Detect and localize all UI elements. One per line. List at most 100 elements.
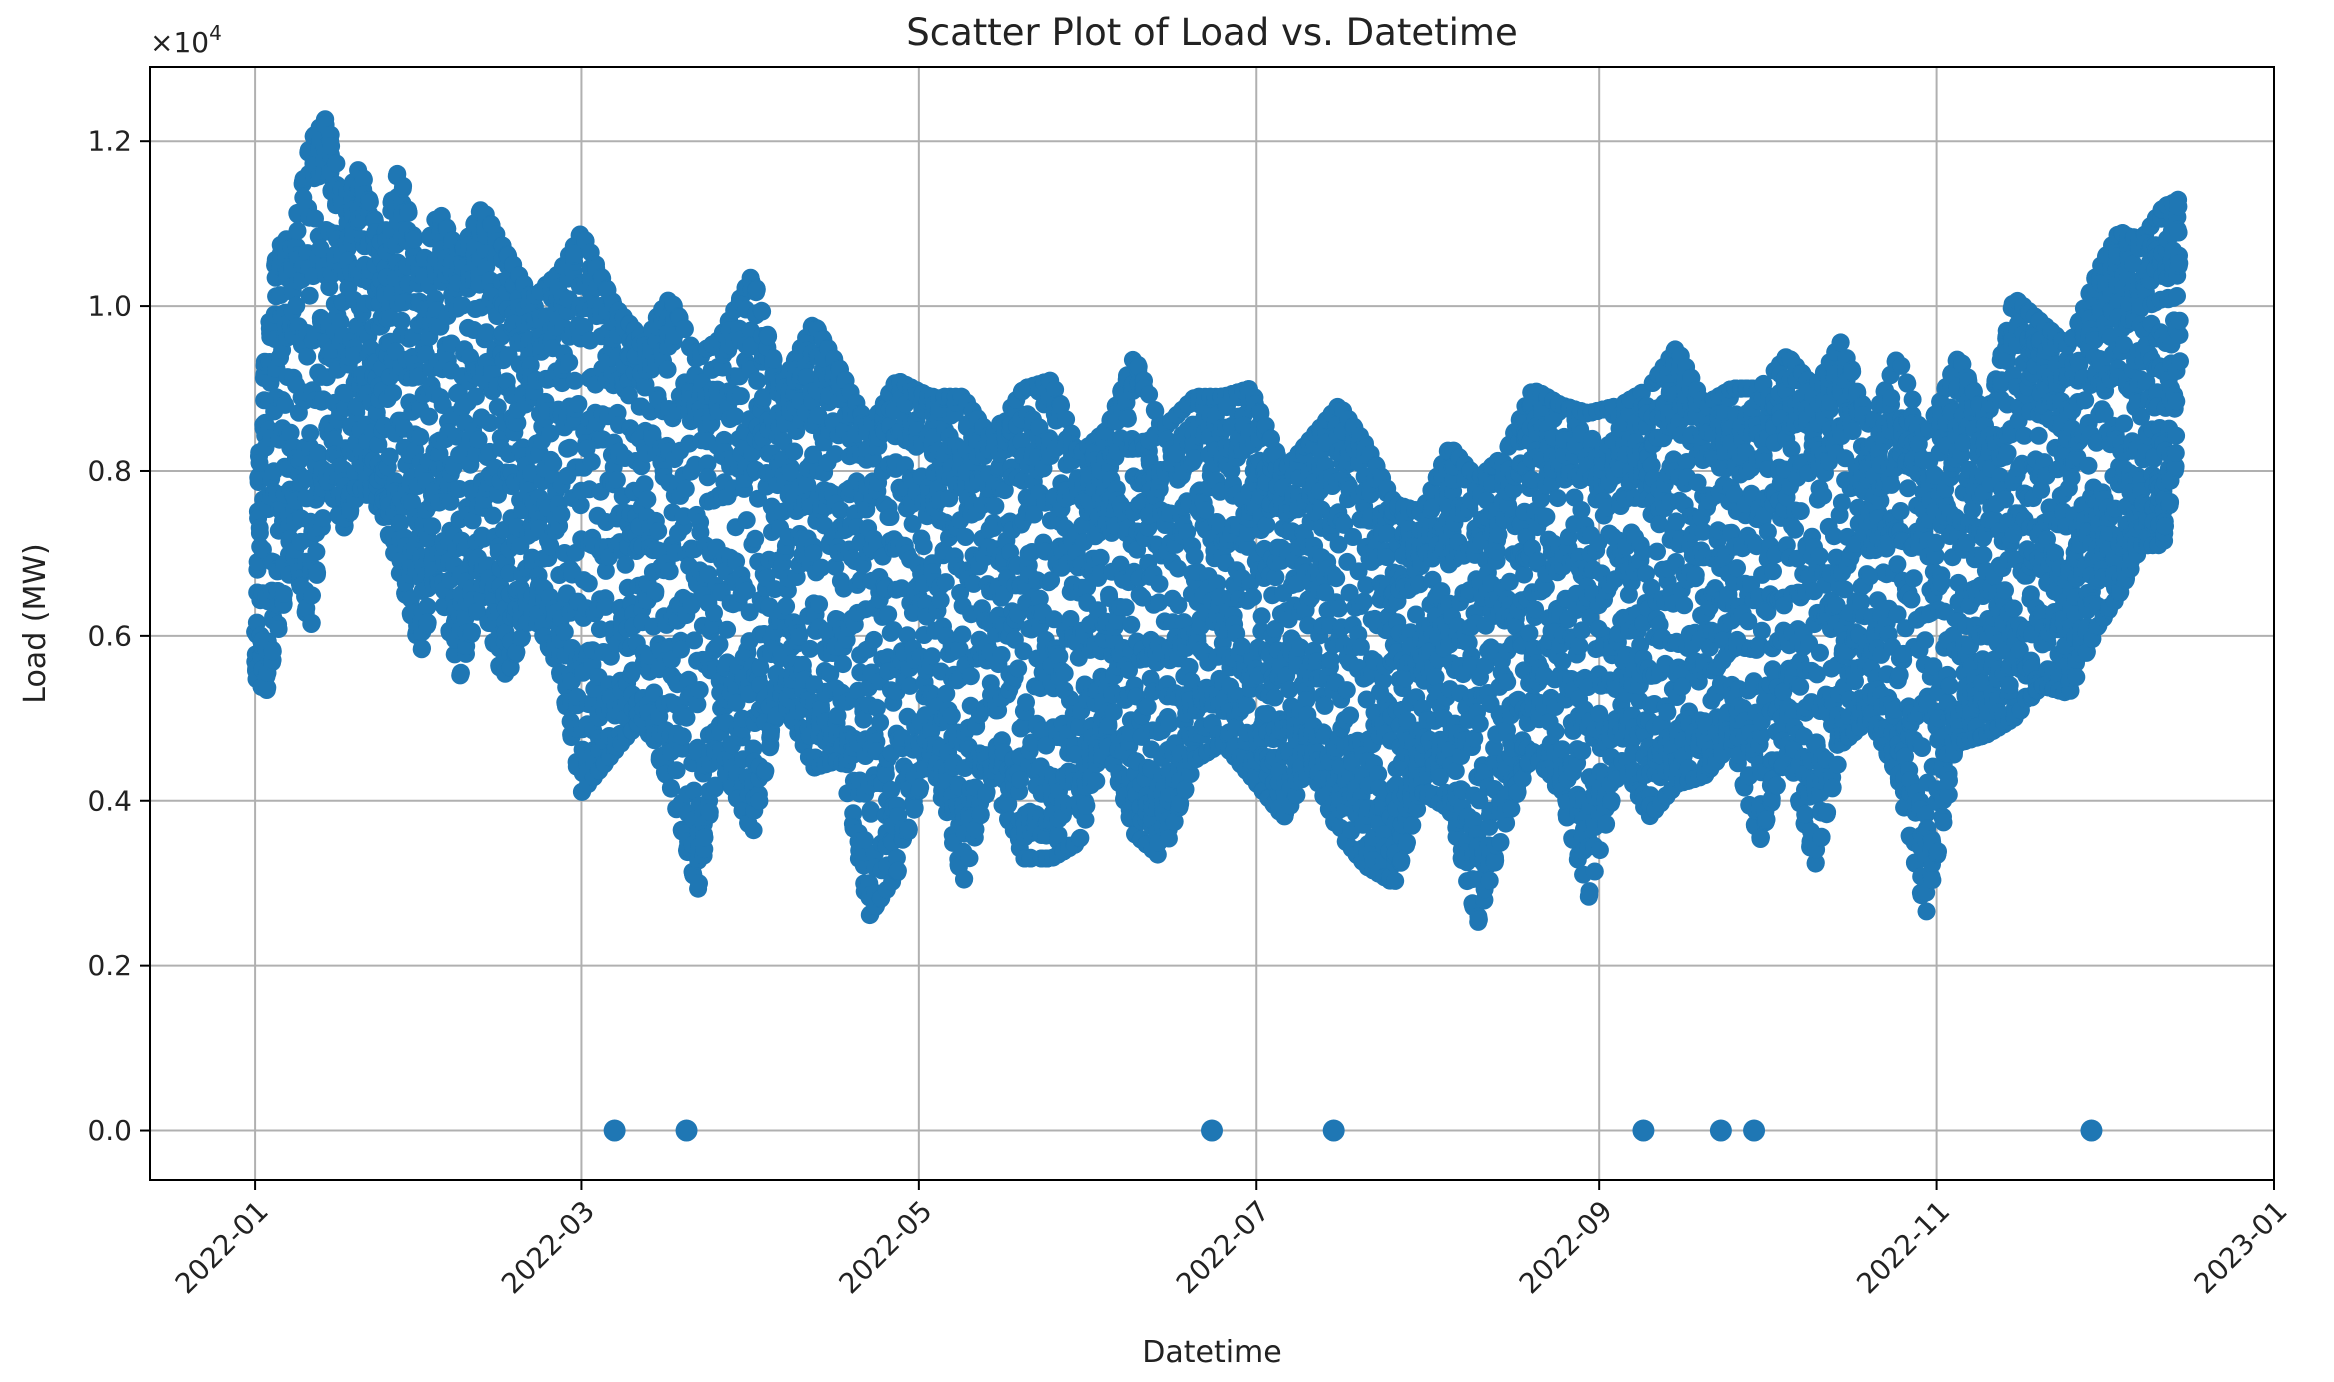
scatter-point — [1386, 871, 1405, 890]
scatter-point — [469, 430, 488, 449]
scatter-point — [571, 496, 590, 515]
scatter-point — [463, 511, 482, 530]
scatter-point — [274, 584, 293, 603]
scatter-point — [695, 828, 714, 847]
scatter-point — [306, 209, 324, 228]
scatter-point — [313, 509, 332, 528]
scatter-point — [555, 623, 574, 641]
scatter-point — [676, 479, 695, 498]
scatter-point — [302, 613, 321, 632]
scatter-point — [566, 543, 585, 562]
scatter-point — [361, 339, 380, 358]
scatter-point — [660, 562, 679, 581]
scatter-point — [1185, 547, 1204, 566]
scatter-point — [936, 573, 955, 592]
scatter-point — [677, 708, 696, 727]
scatter-point — [1337, 681, 1356, 700]
scatter-point — [1315, 696, 1334, 715]
scatter-point — [596, 561, 615, 580]
scatter-point — [766, 580, 784, 599]
scatter-point — [399, 203, 418, 222]
scatter-point — [675, 320, 694, 339]
scatter-point — [834, 655, 852, 674]
scatter-point — [345, 346, 364, 365]
scatter-point — [756, 761, 775, 780]
scatter-point — [418, 597, 437, 616]
scatter-point — [1122, 615, 1141, 634]
scatter-point — [288, 221, 307, 240]
scatter-point — [1011, 770, 1029, 789]
scatter-point — [411, 427, 430, 446]
scatter-point — [956, 528, 975, 546]
scatter-point — [726, 407, 745, 426]
scatter-point — [673, 727, 692, 746]
scatter-point — [579, 574, 598, 593]
scatter-point — [698, 454, 717, 473]
scatter-point — [785, 442, 804, 461]
scatter-point — [810, 595, 829, 614]
scatter-point — [727, 693, 746, 712]
scatter-point — [508, 413, 527, 432]
scatter-point — [1329, 599, 1348, 618]
scatter-point — [684, 781, 703, 800]
scatter-point — [876, 765, 895, 784]
scatter-point — [497, 372, 516, 391]
scatter-point — [391, 514, 410, 532]
scatter-point — [301, 424, 320, 443]
scatter-point — [1055, 664, 1074, 683]
scatter-point — [1116, 598, 1135, 617]
scatter-point — [322, 137, 341, 155]
scatter-point — [263, 642, 282, 661]
scatter-point — [403, 493, 421, 512]
scatter-point — [394, 177, 413, 195]
scatter-point — [360, 193, 379, 211]
scatter-point — [380, 447, 399, 466]
scatter-point — [645, 683, 663, 702]
scatter-point — [899, 820, 918, 839]
scatter-point — [646, 582, 665, 601]
scatter-point — [705, 603, 723, 622]
scatter-point — [489, 485, 507, 504]
data-points — [246, 110, 2189, 1142]
scatter-point — [309, 443, 327, 462]
scatter-point — [698, 468, 717, 487]
scatter-point — [250, 453, 269, 472]
scatter-point — [480, 414, 499, 432]
scatter-point — [1159, 829, 1178, 848]
scatter-point — [1009, 659, 1028, 678]
scatter-point — [748, 371, 767, 390]
scatter-point — [685, 631, 704, 650]
scatter-point — [384, 383, 403, 402]
scatter-point — [327, 154, 346, 173]
scatter-point — [430, 444, 449, 463]
scatter-point — [986, 497, 1005, 516]
scatter-point — [276, 395, 295, 414]
scatter-point — [311, 239, 330, 258]
scatter-point — [710, 635, 729, 654]
scatter-point — [420, 407, 439, 426]
scatter-point — [871, 713, 890, 732]
scatter-point — [418, 613, 437, 632]
scatter-point — [744, 821, 763, 840]
scatter-point — [1238, 696, 1256, 715]
scatter-point — [281, 423, 300, 442]
scatter-point — [463, 622, 481, 641]
scatter-point — [1244, 588, 1262, 606]
scatter-point — [413, 639, 431, 658]
scatter-point — [751, 658, 770, 677]
scatter-point — [777, 597, 796, 616]
scatter-point — [303, 586, 321, 605]
scatter-point — [354, 170, 373, 189]
scatter-point — [914, 537, 933, 556]
scatter-point — [740, 603, 759, 622]
scatter-point — [565, 244, 584, 263]
scatter-point — [635, 475, 654, 494]
scatter-point — [759, 327, 778, 346]
scatter-point — [747, 280, 766, 299]
scatter-point — [250, 524, 269, 542]
scatter-point — [607, 470, 626, 489]
scatter-point — [392, 311, 411, 330]
scatter-point — [750, 792, 769, 810]
scatter-point — [507, 642, 526, 661]
